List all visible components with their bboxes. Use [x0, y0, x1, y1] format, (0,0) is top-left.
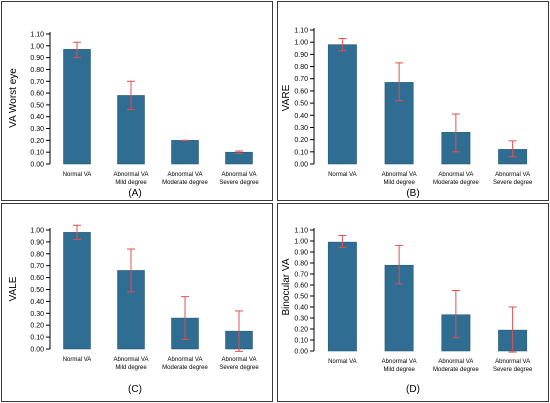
y-axis-title: VALE: [8, 276, 19, 301]
y-tick-label: 0.70: [294, 272, 308, 279]
y-tick-label: 0.10: [30, 335, 44, 342]
x-category-label: Abnormal VA: [495, 359, 530, 365]
x-category-label: Severe degree: [219, 180, 259, 186]
y-tick-label: 0.90: [294, 52, 308, 59]
x-category-label: Severe degree: [493, 367, 533, 373]
y-tick-label: 0.30: [294, 316, 308, 323]
y-tick-label: 0.40: [30, 299, 44, 306]
y-tick-label: 0.60: [30, 275, 44, 282]
y-tick-label: 0.90: [30, 239, 44, 246]
panel-label: (A): [128, 188, 141, 199]
y-tick-label: 0.90: [294, 250, 308, 257]
y-tick-label: 1.00: [30, 228, 44, 235]
panel-label: (B): [406, 188, 419, 199]
y-tick-label: 0.00: [294, 349, 308, 356]
x-category-label: Abnormal VA: [114, 172, 149, 178]
x-category-label: Abnormal VA: [114, 357, 149, 363]
y-tick-label: 0.70: [30, 263, 44, 270]
y-tick-label: 0.50: [30, 287, 44, 294]
y-tick-label: 0.60: [294, 283, 308, 290]
y-tick-label: 0.20: [294, 327, 308, 334]
y-tick-label: 0.50: [30, 102, 44, 109]
y-tick-label: 0.80: [294, 64, 308, 71]
y-tick-label: 1.00: [294, 40, 308, 47]
x-category-label: Abnormal VA: [495, 172, 530, 178]
x-category-label: Abnormal VA: [168, 357, 203, 363]
panel-frame: [277, 1, 549, 201]
x-category-label: Abnormal VA: [438, 359, 473, 365]
chart-panel-1: 0.00 0.10 0.20 0.30 0.40 0.50 0.60 0.70 0.80 0.90…: [1, 1, 273, 201]
x-category-label: Abnormal VA: [382, 359, 417, 365]
y-tick-label: 0.20: [30, 323, 44, 330]
x-category-label: Abnormal VA: [438, 172, 473, 178]
x-category-label: Abnormal VA: [168, 172, 203, 178]
x-category-label: Abnormal VA: [222, 172, 257, 178]
y-tick-label: 0.10: [294, 338, 308, 345]
x-category-label: Normal VA: [328, 172, 357, 178]
y-tick-label: 0.70: [30, 79, 44, 86]
y-tick-label: 1.10: [294, 28, 308, 35]
x-category-label: Normal VA: [63, 357, 92, 363]
x-category-label: Mild degree: [115, 365, 147, 371]
y-tick-label: 0.00: [30, 162, 44, 169]
x-category-label: Moderate degree: [433, 180, 479, 186]
x-category-label: Normal VA: [328, 359, 357, 365]
panel-label: (C): [128, 384, 142, 395]
y-axis-title: VA Worst eye: [8, 68, 19, 128]
bar: [327, 44, 357, 165]
y-tick-label: 0.30: [30, 311, 44, 318]
x-category-label: Severe degree: [493, 180, 533, 186]
x-category-label: Mild degree: [383, 367, 415, 373]
y-tick-label: 0.70: [294, 76, 308, 83]
y-tick-label: 0.00: [294, 162, 308, 169]
bar: [63, 49, 91, 165]
x-category-label: Moderate degree: [162, 365, 208, 371]
chart-panel-3: 0.00 0.10 0.20 0.30 0.40 0.50 0.60 0.70 0.80 0.90…: [1, 203, 273, 402]
panel-frame: [1, 203, 273, 402]
y-tick-label: 0.20: [30, 138, 44, 145]
bar: [225, 151, 253, 165]
y-axis-title: Binocular VA: [281, 258, 292, 315]
y-tick-label: 0.10: [294, 149, 308, 156]
y-tick-label: 1.10: [294, 228, 308, 235]
bar: [171, 140, 199, 165]
x-category-label: Moderate degree: [433, 367, 479, 373]
y-tick-label: 0.50: [294, 101, 308, 108]
chart-panel-2: 0.00 0.10 0.20 0.30 0.40 0.50 0.60 0.70 0.80 0.90…: [277, 1, 549, 201]
x-category-label: Moderate degree: [162, 180, 208, 186]
panel-label: (D): [406, 384, 420, 395]
x-category-label: Mild degree: [383, 180, 415, 186]
y-tick-label: 0.80: [30, 67, 44, 74]
chart-panel-4: 0.00 0.10 0.20 0.30 0.40 0.50 0.60 0.70 0.80 0.90…: [277, 203, 549, 402]
x-category-label: Normal VA: [63, 172, 92, 178]
y-tick-label: 1.00: [30, 43, 44, 50]
y-tick-label: 0.40: [30, 114, 44, 121]
y-tick-label: 0.40: [294, 305, 308, 312]
y-tick-label: 0.90: [30, 55, 44, 62]
x-category-label: Mild degree: [115, 180, 147, 186]
x-category-label: Abnormal VA: [222, 357, 257, 363]
y-tick-label: 1.00: [294, 239, 308, 246]
bar: [327, 241, 357, 352]
bar: [63, 232, 91, 350]
y-tick-label: 0.40: [294, 113, 308, 120]
y-tick-label: 0.50: [294, 294, 308, 301]
y-tick-label: 0.80: [30, 251, 44, 258]
y-tick-label: 0.30: [294, 125, 308, 132]
y-axis-title: VARE: [281, 84, 292, 111]
y-tick-label: 0.30: [30, 126, 44, 133]
x-category-label: Abnormal VA: [382, 172, 417, 178]
panel-frame: [277, 203, 549, 402]
y-tick-label: 0.60: [30, 91, 44, 98]
y-tick-label: 0.60: [294, 88, 308, 95]
panel-frame: [1, 1, 273, 201]
y-tick-label: 0.80: [294, 261, 308, 268]
x-category-label: Severe degree: [219, 365, 259, 371]
y-tick-label: 0.20: [294, 137, 308, 144]
y-tick-label: 0.10: [30, 150, 44, 157]
y-tick-label: 1.10: [30, 32, 44, 39]
y-tick-label: 0.00: [30, 347, 44, 354]
